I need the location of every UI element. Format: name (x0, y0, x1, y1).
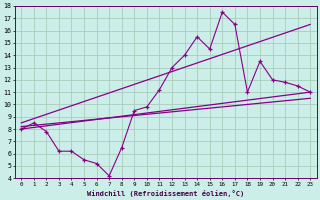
X-axis label: Windchill (Refroidissement éolien,°C): Windchill (Refroidissement éolien,°C) (87, 190, 244, 197)
